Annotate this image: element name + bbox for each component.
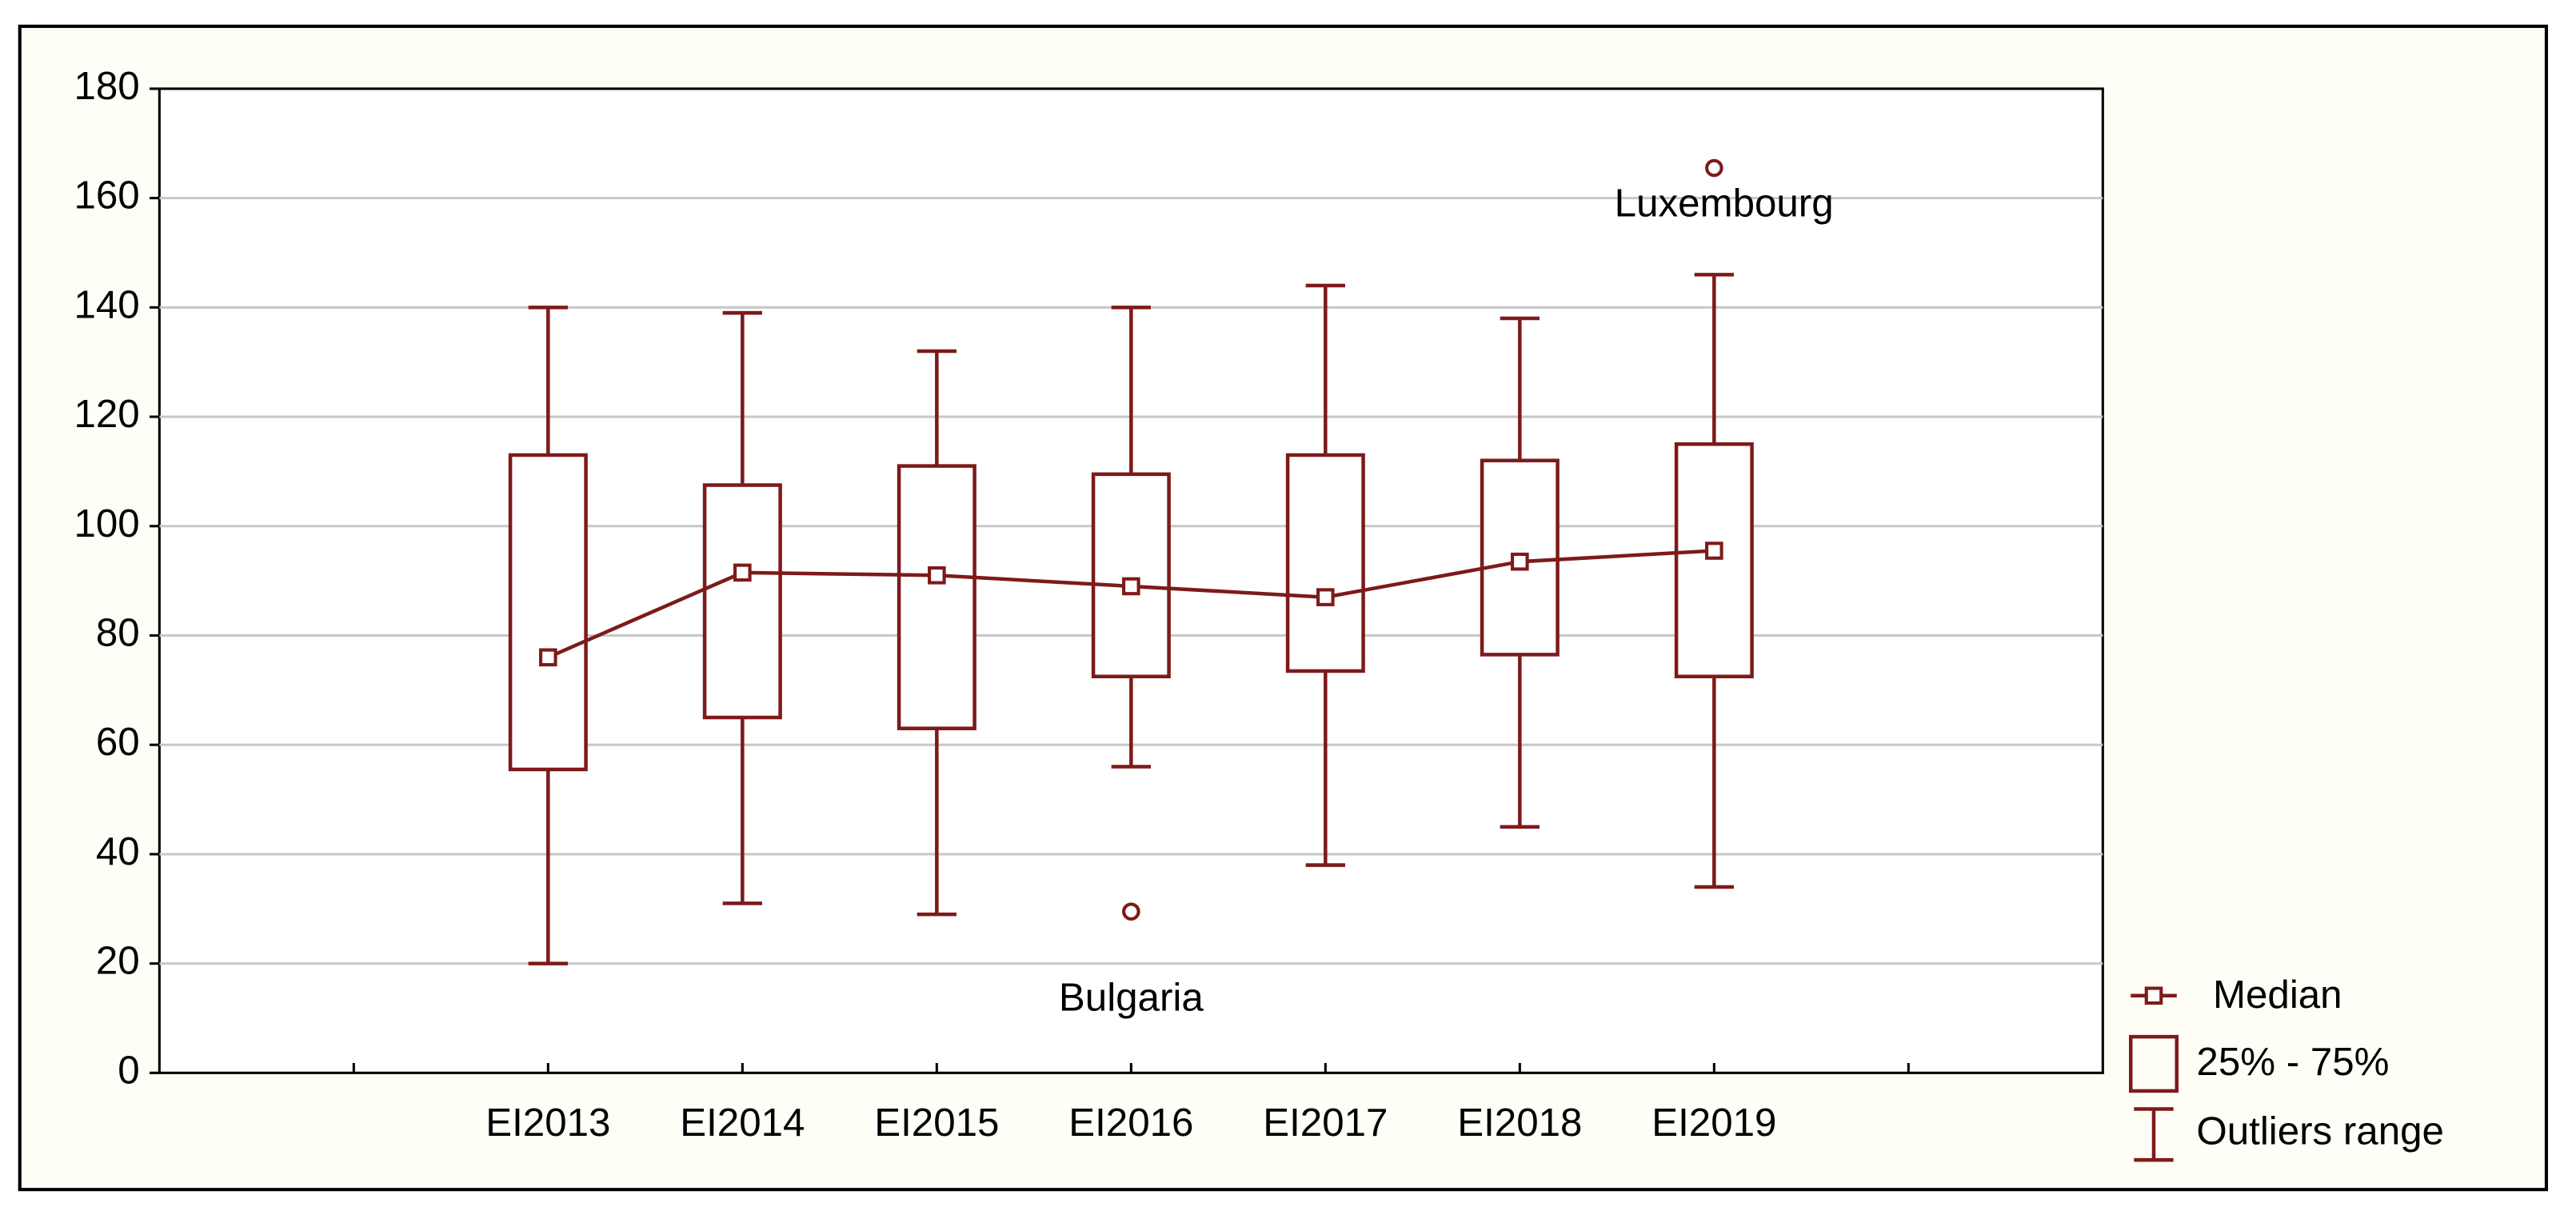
box: [508, 453, 588, 772]
median-marker: [1316, 588, 1335, 606]
legend-label: 25% - 75%: [2196, 1040, 2389, 1084]
legend-range: [2134, 1107, 2174, 1162]
y-tick-label: 160: [74, 174, 139, 218]
outlier: [1705, 158, 1723, 178]
x-tick-label: EI2015: [874, 1101, 999, 1145]
y-tick-label: 120: [74, 392, 139, 436]
box: [1674, 442, 1754, 679]
x-tick-label: EI2017: [1263, 1101, 1388, 1145]
x-tick-label: EI2019: [1651, 1101, 1776, 1145]
x-tick-label: EI2014: [680, 1101, 805, 1145]
median-marker: [1511, 552, 1529, 571]
x-tick-label: EI2013: [485, 1101, 610, 1145]
outlier-label: Luxembourg: [1615, 181, 1834, 225]
outlier-label: Bulgaria: [1059, 976, 1204, 1020]
y-tick-label: 60: [96, 720, 140, 764]
y-tick-label: 80: [96, 610, 140, 654]
legend-median-marker: [2144, 986, 2163, 1005]
box: [1285, 453, 1365, 673]
y-tick-label: 180: [74, 64, 139, 108]
legend-label: Median: [2213, 973, 2342, 1017]
y-tick-label: 0: [118, 1048, 139, 1092]
median-marker: [539, 648, 557, 667]
box: [702, 483, 782, 720]
median-marker: [928, 566, 946, 585]
y-tick-label: 100: [74, 502, 139, 546]
outlier: [1122, 902, 1140, 921]
box: [897, 464, 976, 730]
x-tick-label: EI2016: [1068, 1101, 1193, 1145]
median-marker: [1705, 542, 1723, 560]
y-tick-label: 140: [74, 282, 139, 326]
x-tick-label: EI2018: [1457, 1101, 1582, 1145]
median-marker: [733, 563, 752, 582]
y-tick-label: 40: [96, 829, 140, 873]
box: [1091, 472, 1171, 679]
legend-label: Outliers range: [2196, 1109, 2444, 1153]
median-marker: [1122, 577, 1140, 596]
y-tick-label: 20: [96, 939, 140, 983]
box: [1480, 458, 1560, 657]
legend-box: [2128, 1034, 2179, 1093]
